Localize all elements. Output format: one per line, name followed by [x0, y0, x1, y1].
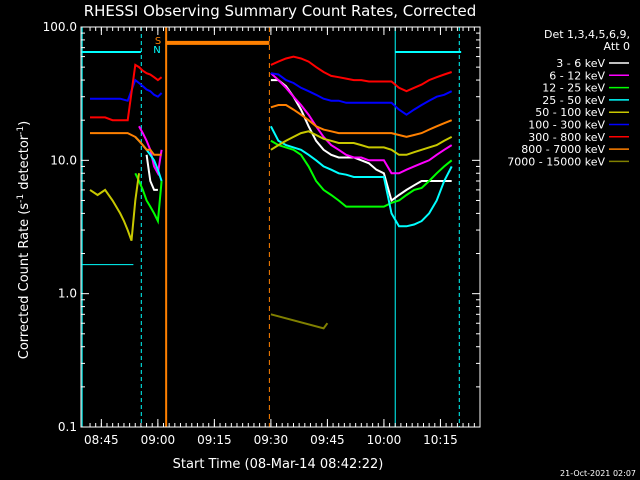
- x-tick-label-6: 10:15: [423, 433, 458, 447]
- series-line-6-0: [90, 63, 163, 122]
- y-tick-label-0: 100.0: [43, 20, 77, 34]
- footer-date: 21-Oct-2021 02:07: [560, 469, 636, 478]
- series-line-5-0: [90, 78, 163, 102]
- x-tick-label-3: 09:30: [254, 433, 289, 447]
- series-line-4-0: [89, 173, 140, 241]
- band-layer: [81, 27, 462, 427]
- legend-label-3: 25 - 50 keV: [542, 94, 605, 107]
- series-line-7-1: [270, 104, 453, 138]
- y-tick-label-1: 10.0: [50, 153, 77, 167]
- y-axis-title: Corrected Count Rate (s-1 detector-1): [16, 121, 32, 359]
- y-axis-title-sup2: -1: [16, 126, 26, 135]
- series-line-2-0: [134, 172, 163, 225]
- y-axis-title-mid: detector: [17, 134, 32, 194]
- x-tick-label-1: 09:00: [141, 433, 176, 447]
- annotation-n: N: [153, 45, 160, 56]
- x-axis-title: Start Time (08-Mar-14 08:42:22): [173, 457, 384, 472]
- series-line-4-1: [270, 130, 453, 156]
- y-axis-title-end: ): [17, 121, 32, 126]
- plot-frame: [80, 26, 481, 428]
- legend-label-8: 7000 - 15000 keV: [507, 155, 605, 168]
- x-axis: 08:45 09:00 09:15 09:30 09:45 10:00 10:15: [84, 27, 475, 447]
- x-tick-label-5: 10:00: [367, 433, 402, 447]
- x-tick-label-4: 09:45: [310, 433, 345, 447]
- series-line-0-1: [270, 79, 452, 203]
- series-line-8-0: [270, 313, 329, 330]
- series-line-6-1: [270, 55, 453, 93]
- legend-label-0: 3 - 6 keV: [556, 57, 605, 70]
- series-line-3-1: [270, 125, 453, 228]
- series-line-7-0: [90, 132, 162, 156]
- series-line-2-1: [270, 139, 453, 208]
- series-line-5-1: [270, 72, 453, 116]
- plot-border: [80, 26, 481, 428]
- legend-header-2: Att 0: [604, 40, 630, 53]
- series-line-1-1: [270, 72, 453, 175]
- y-tick-label-2: 1.0: [58, 287, 77, 301]
- series-line-0-0: [145, 154, 158, 191]
- x-tick-label-2: 09:15: [197, 433, 232, 447]
- x-tick-label-0: 08:45: [84, 433, 119, 447]
- legend-label-4: 50 - 100 keV: [535, 106, 605, 119]
- y-axis: 100.0 10.0 1.0 0.1: [43, 20, 480, 434]
- y-tick-label-3: 0.1: [58, 420, 77, 434]
- legend-label-5: 100 - 300 keV: [528, 119, 605, 132]
- series-layer: [89, 55, 453, 330]
- y-axis-title-sup1: -1: [16, 194, 26, 203]
- legend-label-1: 6 - 12 keV: [549, 69, 605, 82]
- y-axis-title-main: Corrected Count Rate (s: [17, 203, 32, 360]
- annotation-s: S: [155, 36, 161, 47]
- legend-label-2: 12 - 25 keV: [542, 82, 605, 95]
- legend-label-7: 800 - 7000 keV: [521, 143, 605, 156]
- legend-header-1: Det 1,3,4,5,6,9,: [544, 28, 630, 41]
- legend-label-6: 300 - 800 keV: [528, 131, 605, 144]
- chart-title: RHESSI Observing Summary Count Rates, Co…: [84, 2, 477, 20]
